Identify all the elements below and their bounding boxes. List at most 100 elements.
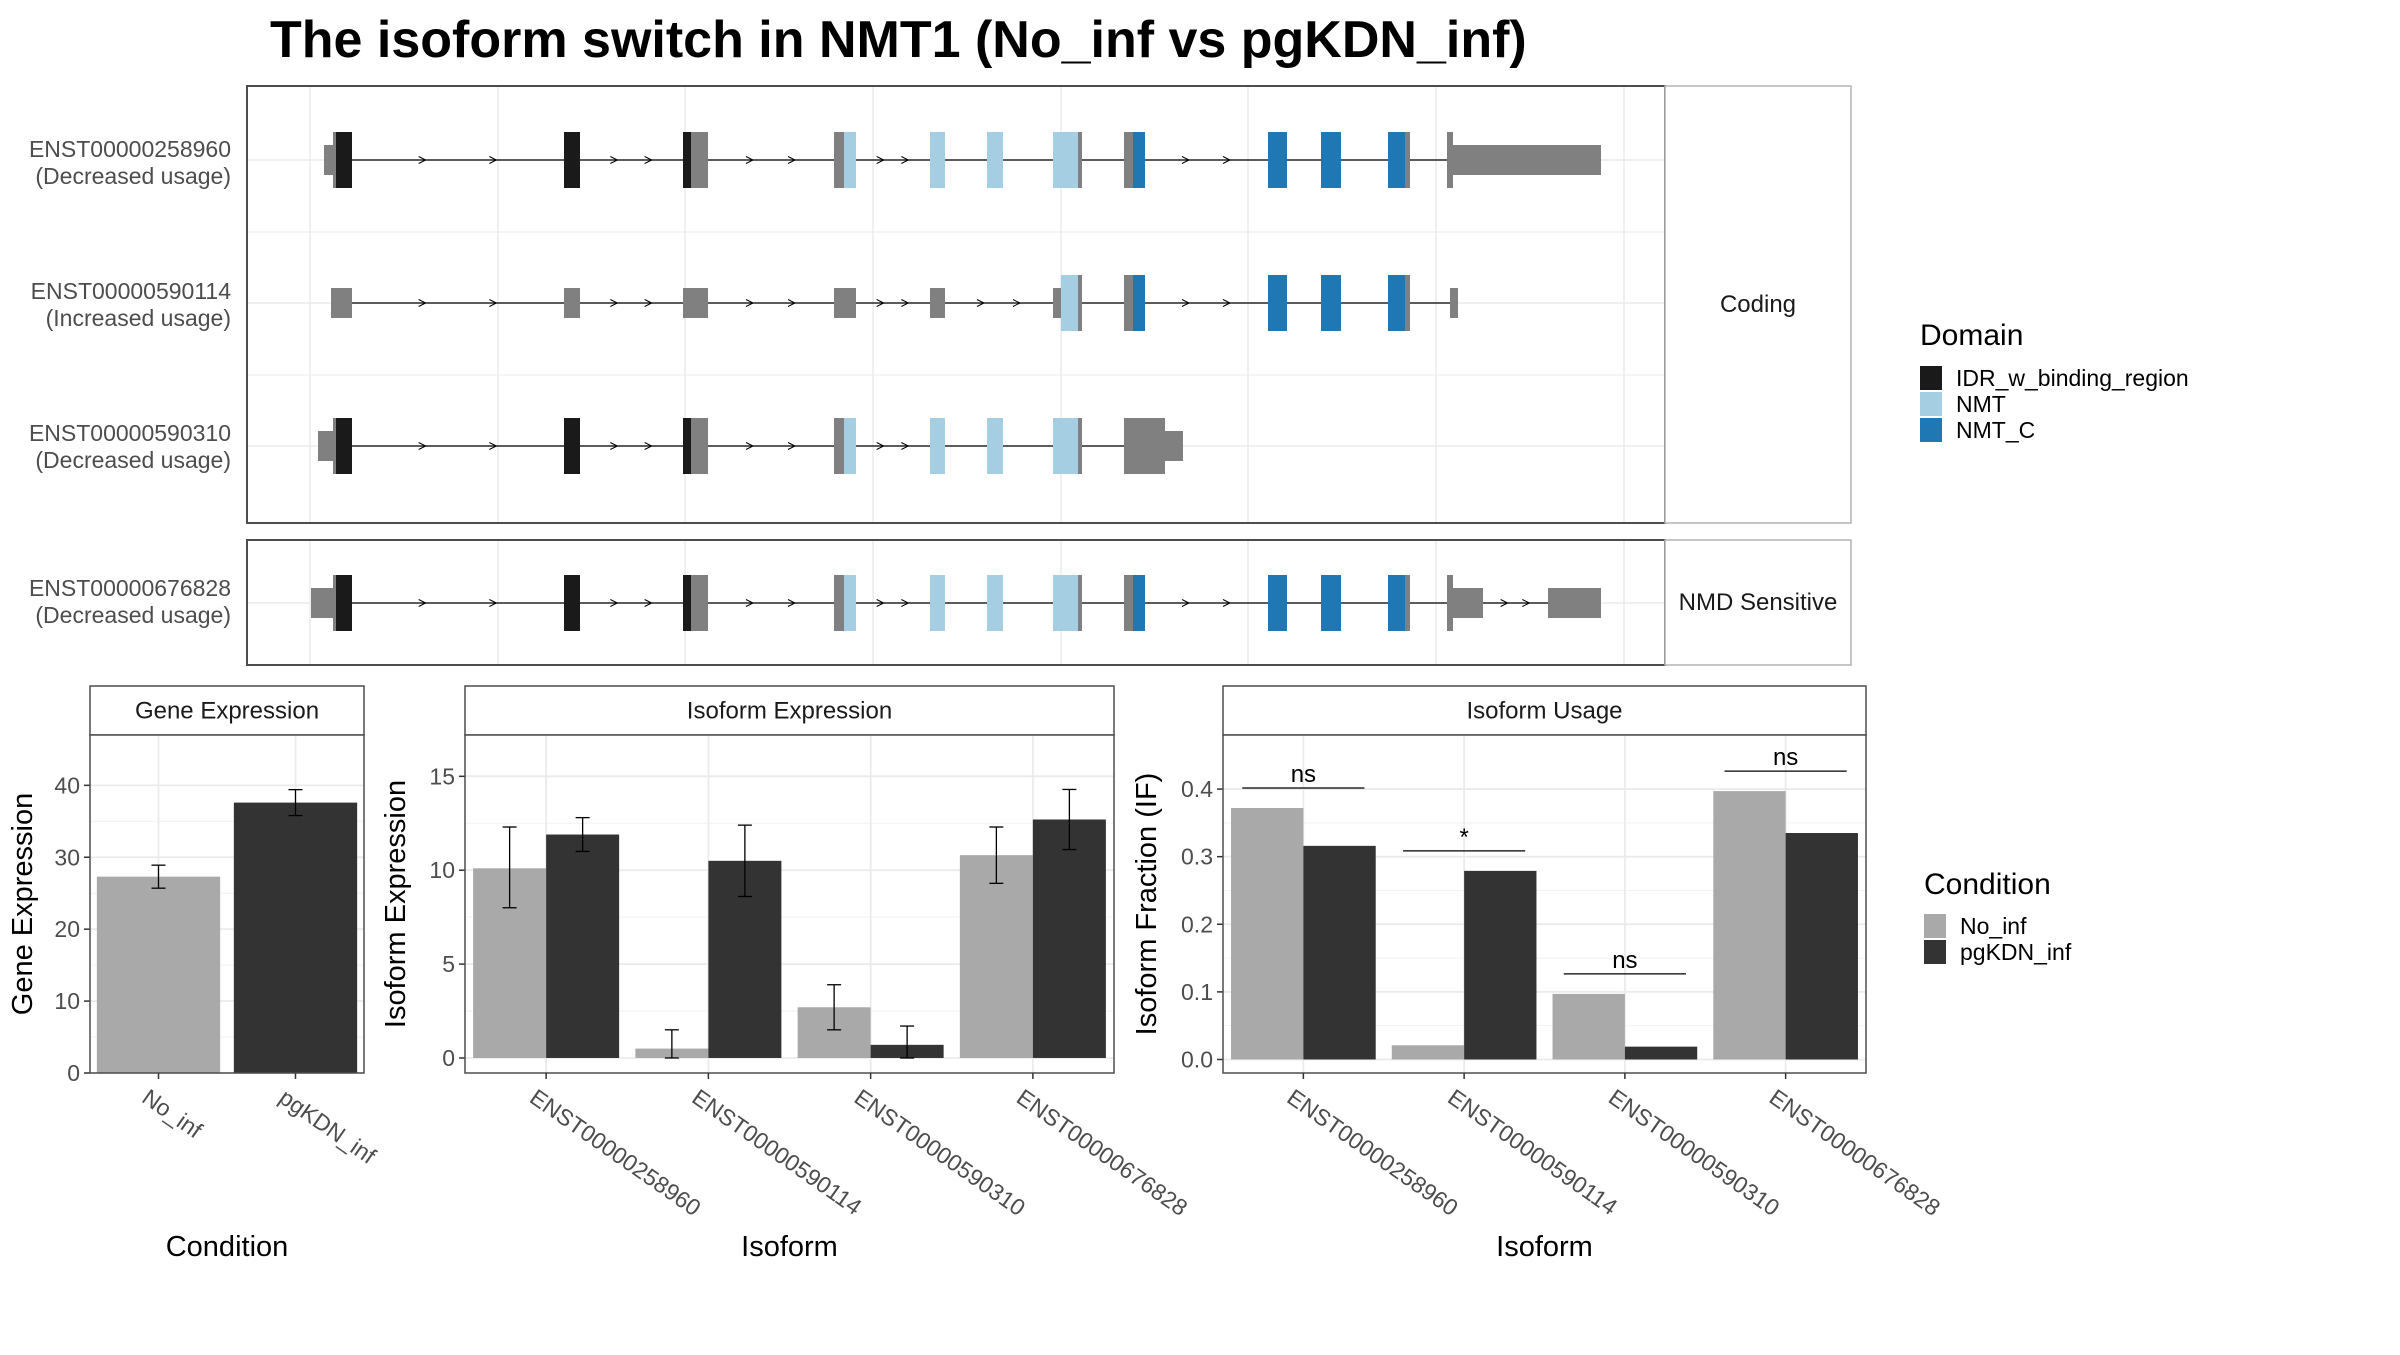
y-tick-label: 15 [429, 763, 455, 789]
exon-block [1268, 275, 1287, 331]
exon-block [1453, 145, 1601, 175]
x-tick-label: ENST00000590310 [1604, 1084, 1784, 1221]
legend-label-nmt: NMT [1956, 391, 2006, 417]
exon-block [1321, 275, 1341, 331]
y-tick-label: 30 [54, 844, 80, 870]
y-tick-label: 0 [442, 1045, 455, 1071]
exon-block [683, 132, 691, 188]
figure-title: The isoform switch in NMT1 (No_inf vs pg… [270, 11, 1527, 69]
y-tick-label: 20 [54, 916, 80, 942]
isoform-usage-2: (Increased usage) [46, 305, 231, 331]
intron-arrow [489, 299, 498, 307]
exon-block [834, 288, 856, 318]
nmd-strip [1664, 539, 1852, 666]
exon-block [1405, 132, 1410, 188]
intron-arrow [418, 442, 427, 450]
x-tick-label: ENST00000676828 [1765, 1084, 1945, 1221]
intron-arrow [610, 299, 619, 307]
significance-label: ns [1291, 761, 1316, 788]
y-tick-label: 0.4 [1181, 776, 1213, 802]
bar [546, 834, 620, 1058]
exon-block [691, 418, 708, 474]
intron-arrow [876, 599, 885, 607]
facet-strip-label: Isoform Usage [1466, 698, 1622, 725]
facet-strip-label: Gene Expression [135, 698, 319, 725]
intron-arrow [976, 299, 986, 307]
exon-block [564, 575, 580, 631]
intron-arrow [610, 599, 619, 607]
x-tick-label: ENST00000258960 [1283, 1084, 1463, 1221]
exon-block [1053, 575, 1078, 631]
exon-block [333, 132, 336, 188]
isoform-label-3: ENST00000590310 [29, 420, 231, 446]
isoform-label-1: ENST00000258960 [29, 136, 231, 162]
bar [1032, 819, 1106, 1058]
intron-arrow [1522, 599, 1531, 607]
legend-label-nmt-c: NMT_C [1956, 417, 2035, 443]
exon-block [834, 132, 844, 188]
exon-block [1053, 418, 1078, 474]
exon-block [1078, 275, 1082, 331]
legend-label-no-inf: No_inf [1960, 913, 2027, 939]
intron-arrow [1181, 599, 1191, 607]
bar [1231, 808, 1304, 1060]
exon-block [1453, 588, 1483, 618]
intron-arrow [1012, 299, 1022, 307]
legend-swatch-no-inf [1924, 914, 1946, 938]
exon-block [1078, 575, 1082, 631]
exon-block [1061, 275, 1078, 331]
intron-arrow [876, 299, 885, 307]
exon-block [1124, 132, 1133, 188]
y-axis-title: Gene Expression [7, 793, 39, 1015]
exon-block [1321, 575, 1341, 631]
intron-arrow [901, 299, 910, 307]
exon-block [564, 132, 580, 188]
bar [959, 855, 1033, 1058]
exon-block [1124, 418, 1165, 474]
domain-legend-title: Domain [1920, 319, 2023, 352]
exon-block [683, 575, 691, 631]
x-tick-label: ENST00000676828 [1012, 1084, 1192, 1221]
exon-block [834, 575, 844, 631]
intron-arrow [745, 599, 755, 607]
bar [1624, 1046, 1698, 1060]
intron-arrow [489, 599, 498, 607]
exon-block [691, 132, 708, 188]
intron-arrow [489, 442, 498, 450]
bar-charts: Gene Expression 0 10 20 30 40 No_inf pgKDN_inf C… [7, 685, 1945, 1263]
y-tick-label: 0.1 [1181, 979, 1213, 1005]
exon-block [1447, 575, 1453, 631]
intron-arrow [787, 156, 797, 164]
exon-block [987, 575, 1003, 631]
exon-block [1405, 575, 1410, 631]
condition-legend-title: Condition [1924, 868, 2051, 901]
exon-block [1388, 132, 1405, 188]
isoform-usage-4: (Decreased usage) [35, 602, 231, 628]
exon-block [1450, 288, 1458, 318]
y-tick-label: 40 [54, 772, 80, 798]
intron-arrow [901, 599, 910, 607]
legend-swatch-pgkdn-inf [1924, 940, 1946, 964]
y-tick-label: 5 [442, 951, 455, 977]
y-tick-label: 0.0 [1181, 1046, 1213, 1072]
exon-block [844, 132, 856, 188]
intron-arrow [745, 299, 755, 307]
bar [233, 802, 358, 1073]
bar [1552, 993, 1625, 1060]
intron-arrow [901, 442, 910, 450]
exon-block [987, 418, 1003, 474]
x-tick-label: ENST00000590114 [1443, 1084, 1622, 1220]
intron-arrow [1222, 299, 1232, 307]
intron-arrow [787, 599, 797, 607]
x-tick-label: No_inf [138, 1084, 208, 1144]
exon-block [834, 418, 844, 474]
exon-block [331, 288, 352, 318]
legend-swatch-nmt [1920, 392, 1942, 416]
intron-arrow [1181, 156, 1191, 164]
exon-block [1548, 588, 1601, 618]
exon-block [336, 132, 352, 188]
y-tick-label: 10 [429, 857, 455, 883]
exon-block [930, 132, 945, 188]
exon-block [844, 418, 856, 474]
